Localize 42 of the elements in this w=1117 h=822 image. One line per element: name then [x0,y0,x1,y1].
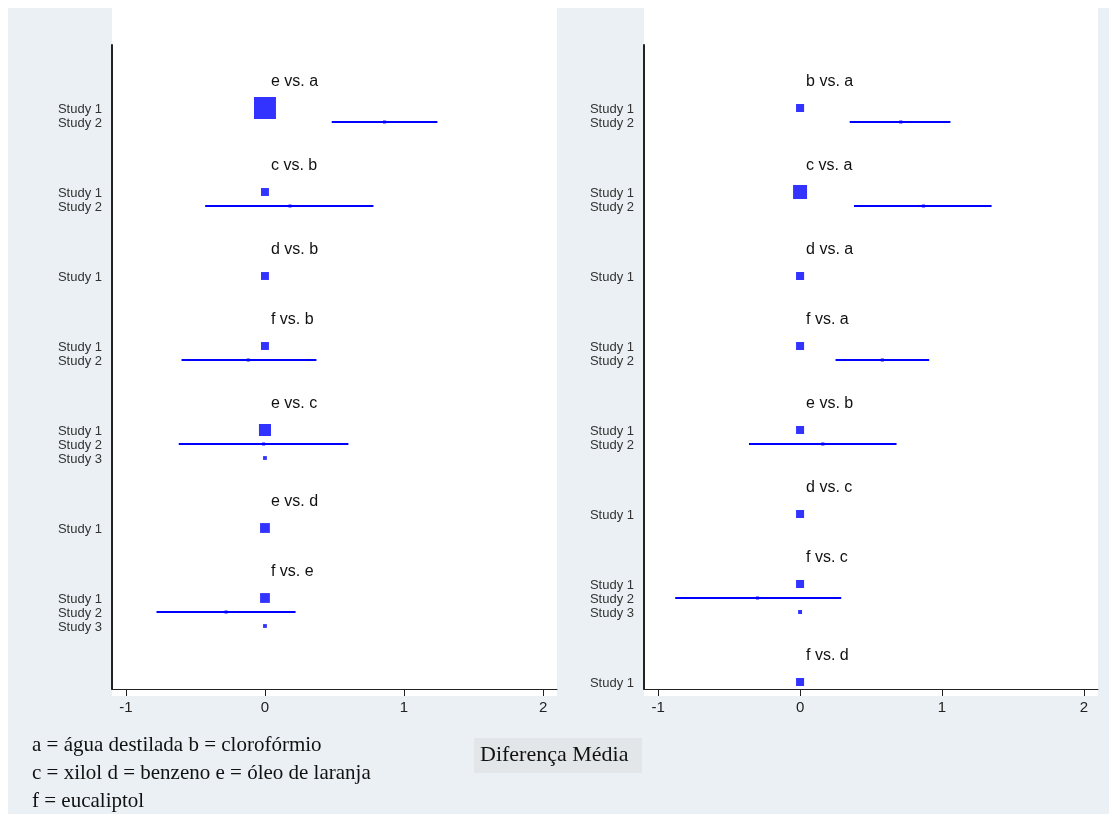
y-tick-label: d vs. a [806,239,854,257]
y-tick-label: Study 1 [57,520,102,536]
y-tick-label: Study 1 [57,338,102,354]
x-tick-label: 0 [260,698,270,715]
x-tick-label: 1 [399,698,409,715]
y-tick-label: Study 1 [589,184,634,200]
y-tick-label: f vs. c [806,547,848,565]
y-tick-label: f vs. b [270,309,314,327]
y-tick-label: c vs. b [270,155,318,173]
y-tick-label: Study 1 [589,576,634,592]
y-tick-label: Study 1 [57,422,102,438]
x-tick-label: -1 [651,698,665,715]
y-tick-label: d vs. c [806,477,853,495]
y-tick-label: e vs. a [270,71,319,89]
x-tick-label: -1 [119,698,133,715]
y-tick-label: Study 1 [589,422,634,438]
y-tick-label: Study 1 [57,268,102,284]
y-tick-label: f vs. a [806,309,849,327]
y-tick-label: e vs. b [806,393,854,411]
x-tick-label: 2 [1079,698,1088,715]
y-tick-label: Study 1 [589,268,634,284]
text: f = eucaliptol [32,787,146,814]
y-tick-label: b vs. a [806,71,854,89]
y-tick-label: Study 1 [589,674,634,690]
x-tick-label: 1 [937,698,947,715]
y-tick-label: d vs. b [270,239,319,257]
x-tick-label: 0 [795,698,805,715]
y-tick-label: Study 1 [589,506,634,522]
y-tick-label: e vs. d [270,491,319,509]
y-tick-label: Study 1 [57,590,102,606]
x-tick-label: 2 [538,698,548,715]
y-tick-label: f vs. d [806,645,849,663]
y-tick-label: Study 1 [57,100,102,116]
text: c = xilol d = benzeno e = óleo de laranja [32,759,371,786]
text: a = água destilada b = clorofórmio [32,731,323,758]
y-tick-label: Study 1 [589,100,634,116]
x-axis-title: Diferença Média [474,738,643,773]
y-tick-label: e vs. c [270,393,318,411]
y-tick-label: f vs. e [270,561,314,579]
y-tick-label: Study 1 [589,338,634,354]
y-tick-label: c vs. a [806,155,853,173]
y-tick-label: Study 1 [57,184,102,200]
